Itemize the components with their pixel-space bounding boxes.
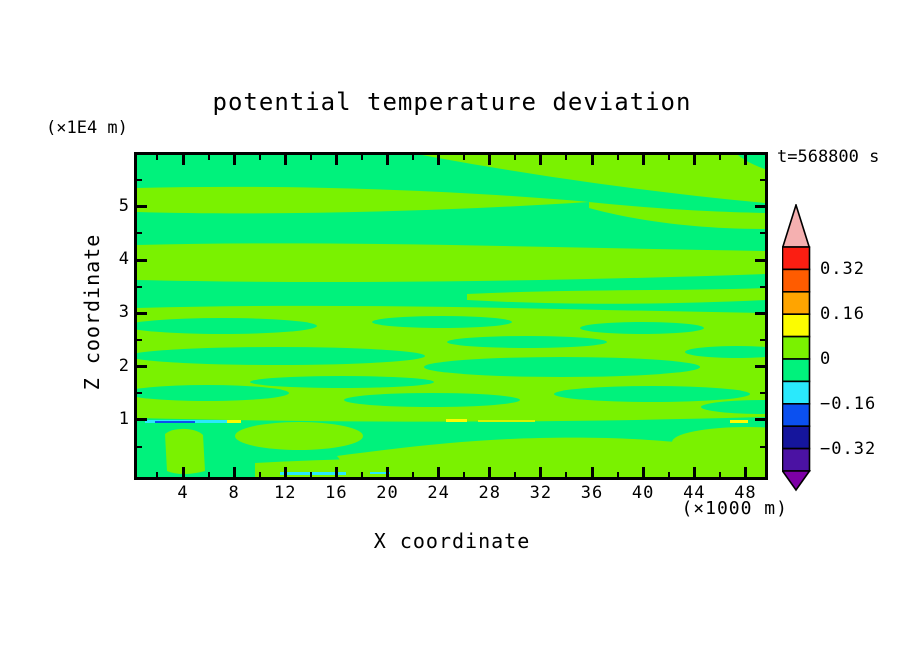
contour-region: [165, 428, 205, 474]
contour-region: [730, 420, 748, 423]
contour-region: [250, 376, 434, 388]
contour-region: [227, 420, 241, 423]
colorbar-cell: [782, 335, 811, 360]
contour-region: [422, 155, 765, 203]
contour-region: [478, 420, 535, 422]
y-tick-label: 5: [118, 195, 130, 216]
contour-plot-area: [137, 155, 765, 477]
contour-region: [589, 202, 765, 229]
contour-field: [137, 155, 765, 477]
y-axis-unit-label: (×1E4 m): [46, 118, 128, 138]
chart-title: potential temperature deviation: [212, 88, 692, 116]
colorbar-arrow-up: [782, 204, 811, 248]
contour-region: [554, 386, 750, 402]
x-axis-unit-label: (×1000 m): [681, 498, 788, 519]
x-tick-label: 48: [734, 483, 757, 503]
x-tick-label: 28: [478, 483, 502, 503]
colorbar-cell: [782, 313, 811, 338]
contour-region: [137, 318, 317, 334]
colorbar-cell: [782, 380, 811, 405]
contour-region: [580, 322, 704, 334]
plot-frame: [134, 152, 768, 480]
colorbar-label: 0: [820, 349, 832, 369]
colorbar-cell: [782, 246, 811, 271]
y-tick-label: 4: [118, 249, 130, 270]
x-tick-label: 12: [274, 483, 297, 503]
colorbar-label: −0.16: [820, 393, 877, 414]
x-tick-label: 36: [580, 483, 604, 503]
colorbar-cell: [782, 403, 811, 428]
contour-region: [137, 385, 289, 401]
contour-region: [685, 346, 765, 358]
colorbar-label: 0.32: [820, 259, 865, 280]
x-axis-title: X coordinate: [373, 529, 531, 553]
x-tick-label: 44: [683, 483, 706, 503]
colorbar-cell: [782, 291, 811, 316]
colorbar-arrow-down: [782, 470, 812, 492]
time-annotation: t=568800 s: [777, 147, 880, 167]
contour-region: [372, 316, 512, 328]
x-tick-label: 24: [427, 483, 450, 503]
colorbar-cell: [782, 358, 811, 383]
contour-region: [701, 400, 765, 414]
contour-region: [672, 427, 765, 457]
colorbar: [782, 204, 812, 492]
x-tick-label: 4: [177, 483, 189, 503]
contour-region: [370, 472, 390, 474]
x-tick-label: 20: [376, 483, 399, 503]
x-tick-label: 8: [228, 483, 240, 503]
contour-region: [155, 421, 195, 423]
contour-region: [446, 419, 467, 422]
colorbar-cell: [782, 425, 811, 450]
colorbar-cell: [782, 447, 811, 472]
y-tick-label: 1: [118, 408, 130, 429]
contour-region: [137, 347, 425, 365]
contour-region: [337, 437, 765, 468]
contour-region: [280, 472, 346, 475]
contour-region: [424, 357, 700, 377]
contour-region: [344, 393, 520, 407]
x-tick-label: 32: [529, 483, 553, 503]
contour-region: [137, 243, 765, 282]
x-tick-label: 40: [631, 483, 655, 503]
contour-region: [447, 336, 607, 348]
contour-region: [137, 186, 589, 214]
x-tick-label: 16: [325, 483, 348, 503]
contour-region: [467, 288, 765, 304]
contour-region: [235, 422, 363, 450]
y-tick-label: 3: [118, 302, 130, 323]
colorbar-label: 0.16: [820, 304, 865, 325]
y-tick-label: 2: [118, 355, 130, 376]
colorbar-label: −0.32: [820, 438, 877, 459]
colorbar-cell: [782, 268, 811, 293]
